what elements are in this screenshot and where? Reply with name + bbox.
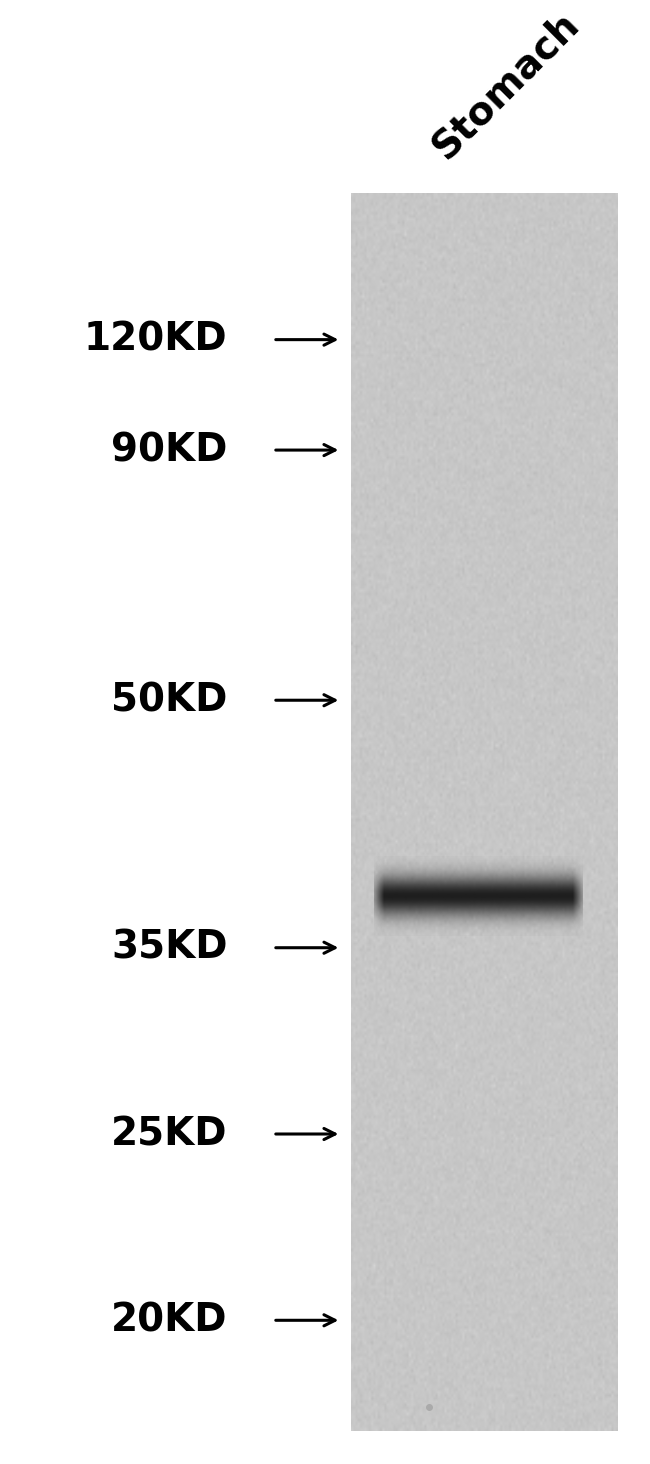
Text: 50KD: 50KD: [111, 681, 228, 719]
Text: 120KD: 120KD: [84, 321, 228, 359]
Text: 35KD: 35KD: [111, 928, 228, 966]
Text: 20KD: 20KD: [111, 1301, 228, 1340]
Text: 25KD: 25KD: [111, 1116, 228, 1154]
Text: 90KD: 90KD: [111, 430, 228, 468]
Text: Stomach: Stomach: [425, 4, 586, 167]
